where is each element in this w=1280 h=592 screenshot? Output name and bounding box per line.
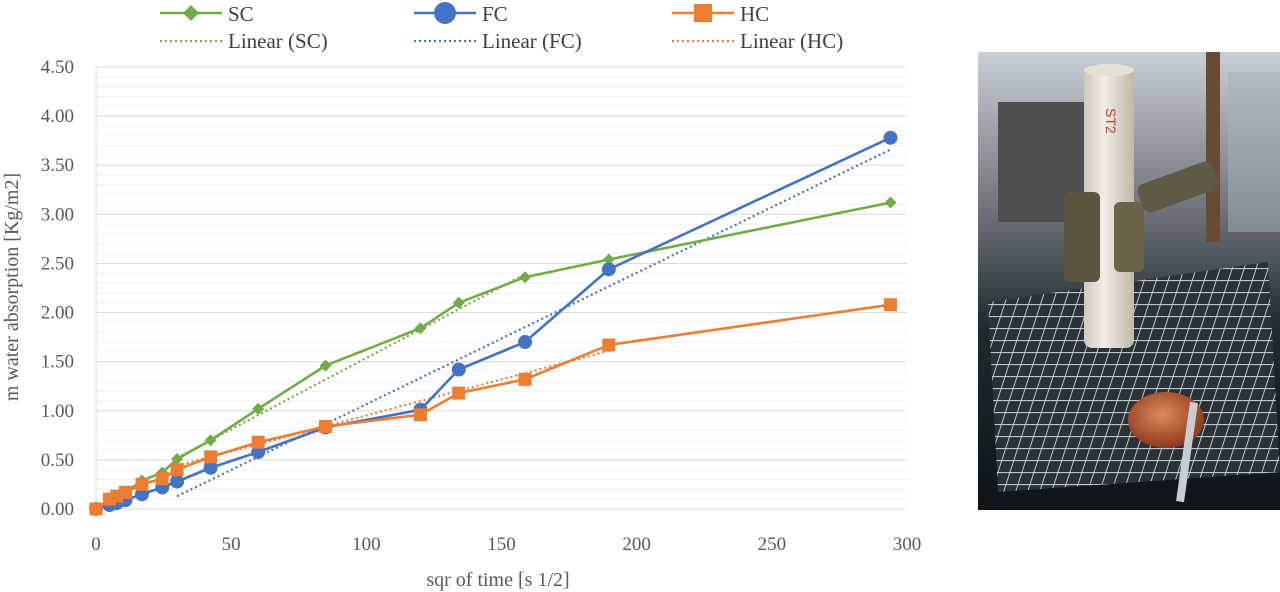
- data-point: [413, 408, 427, 422]
- legend-entry-trend-1: Linear (FC): [414, 29, 582, 53]
- x-tick-label: 200: [622, 534, 651, 555]
- data-point: [601, 262, 616, 277]
- legend-entry-sc: SC: [160, 2, 254, 26]
- data-point: [171, 452, 184, 465]
- sample-top: [1084, 64, 1134, 76]
- y-tick-label: 4.00: [41, 106, 74, 127]
- legend-entry-hc: HC: [672, 2, 769, 26]
- data-point: [602, 253, 615, 266]
- data-point: [518, 372, 532, 386]
- clamp-arm: [1137, 161, 1219, 213]
- legend-marker: [183, 5, 199, 21]
- x-tick-label: 300: [893, 534, 922, 555]
- legend-entry-fc: FC: [414, 2, 508, 26]
- data-point: [452, 296, 465, 309]
- legend-marker: [694, 4, 712, 22]
- x-tick-labels: 0 50 100 150 200 250 300: [91, 534, 921, 555]
- trendline: [176, 148, 891, 498]
- legend-entry-trend-2: Linear (HC): [672, 29, 843, 53]
- series-hc: [89, 298, 898, 516]
- trendline: [176, 273, 526, 459]
- clamp-stand-rod: [1206, 52, 1220, 242]
- series-line: [95, 303, 891, 511]
- data-point: [252, 402, 265, 415]
- mesh-leg: [1176, 401, 1198, 503]
- wire-mesh: [988, 262, 1280, 492]
- y-tick-label: 2.00: [41, 303, 74, 324]
- data-series: [89, 130, 898, 516]
- legend-label: SC: [228, 2, 254, 26]
- sample-photo: ST2: [978, 52, 1280, 510]
- water-absorption-chart: 0.00 0.50 1.00 1.50 2.00 2.50 3.00 3.50 4.00 4.50…: [1, 2, 921, 591]
- y-tick-label: 0.50: [41, 450, 74, 471]
- coin: [1128, 392, 1204, 448]
- legend-entry-trend-0: Linear (SC): [160, 29, 328, 53]
- data-point: [89, 502, 103, 516]
- x-tick-label: 0: [91, 534, 101, 555]
- grid-lines: [96, 66, 907, 510]
- legend-label: Linear (FC): [482, 29, 582, 53]
- y-axis-title: m water absorption [Kg/m2]: [1, 173, 23, 401]
- data-point: [414, 322, 427, 335]
- data-point: [519, 271, 532, 284]
- y-tick-label: 0.00: [41, 499, 74, 520]
- x-tick-label: 250: [758, 534, 787, 555]
- trendlines: [176, 148, 891, 498]
- sample-label: ST2: [1103, 108, 1119, 134]
- legend-label: Linear (HC): [740, 29, 843, 53]
- data-point: [251, 435, 265, 449]
- legend-label: Linear (SC): [228, 29, 328, 53]
- data-point: [170, 474, 185, 489]
- y-tick-label: 3.50: [41, 155, 74, 176]
- data-point: [451, 362, 466, 377]
- legend-label: FC: [482, 2, 508, 26]
- y-tick-labels: 0.00 0.50 1.00 1.50 2.00 2.50 3.00 3.50 4.00 4.50: [41, 57, 74, 520]
- y-tick-label: 1.50: [41, 352, 74, 373]
- data-point: [602, 338, 616, 352]
- x-tick-label: 150: [487, 534, 516, 555]
- data-point: [203, 460, 218, 475]
- data-point: [170, 463, 184, 477]
- data-point: [319, 359, 332, 372]
- axes: [95, 67, 907, 510]
- data-point: [118, 485, 132, 499]
- y-tick-label: 2.50: [41, 253, 74, 274]
- clamp-jaw-left: [1064, 192, 1100, 282]
- legend-label: HC: [740, 2, 769, 26]
- clamp-jaw-right: [1114, 202, 1144, 272]
- data-point: [135, 477, 149, 491]
- legend: SC FC HC Linear (SC) Linear (FC) Linear (HC): [160, 2, 843, 53]
- x-tick-label: 50: [222, 534, 241, 555]
- data-point: [884, 196, 897, 209]
- glass-jar: [1228, 72, 1280, 232]
- data-point: [204, 450, 218, 464]
- data-point: [518, 335, 533, 350]
- y-tick-label: 3.00: [41, 204, 74, 225]
- y-tick-label: 1.00: [41, 401, 74, 422]
- data-point: [204, 434, 217, 447]
- y-tick-label: 4.50: [41, 57, 74, 78]
- x-tick-label: 100: [352, 534, 381, 555]
- data-point: [319, 419, 333, 433]
- x-axis-title: sqr of time [s 1/2]: [426, 569, 569, 591]
- data-point: [155, 472, 169, 486]
- data-point: [883, 130, 898, 145]
- legend-marker: [434, 2, 456, 24]
- data-point: [884, 298, 898, 312]
- data-point: [452, 386, 466, 400]
